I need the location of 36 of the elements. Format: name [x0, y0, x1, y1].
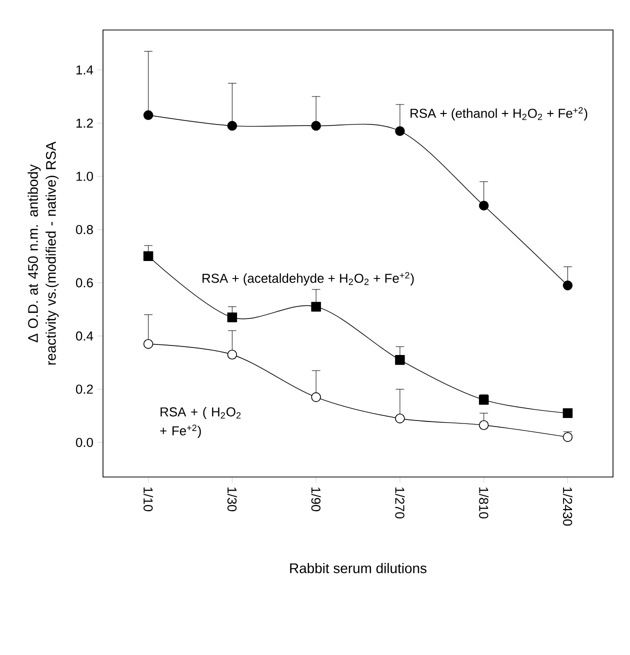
point: [395, 414, 405, 424]
point: [227, 120, 238, 131]
y-tick-label: 0.0: [76, 438, 93, 447]
x-tick-label: 1/30: [227, 488, 237, 512]
y-tick-label: 0.4: [76, 331, 94, 341]
point: [143, 339, 154, 349]
y-tick-label: 1.0: [76, 172, 93, 181]
point: [562, 280, 573, 290]
point: [227, 312, 238, 322]
y-tick-label: 0.8: [76, 224, 93, 234]
point: [395, 355, 405, 365]
point: [478, 394, 489, 405]
point: [143, 110, 154, 120]
point: [395, 126, 405, 136]
point: [227, 350, 238, 360]
x-axis-title: Rabbit serum dilutions: [290, 562, 426, 574]
y-tick-label: 0.2: [76, 384, 93, 394]
text: RSA + ( H$_{2}$O$_{2}$ + Fe$^{+2}$): [160, 406, 241, 438]
series-label: RSA + (acetaldehyde + H$_{2}$O$_{2}$ + Fe$^{+2}$): [202, 272, 414, 286]
point: [478, 200, 489, 210]
point: [478, 420, 489, 430]
x-tick-label: 1/270: [395, 488, 405, 518]
y-tick-label: 0.6: [76, 278, 93, 288]
y-axis-title: Δ O.D. at 450 n.m. antibody reactivity vs.(modified - native) RSA: [28, 142, 59, 365]
point: [562, 408, 573, 418]
x-tick-label: 1/810: [479, 488, 489, 518]
point: [311, 392, 321, 402]
x-tick-label: 1/90: [311, 488, 321, 512]
point: [311, 120, 321, 131]
series-label: RSA + (ethanol + H$_{2}$O$_{2}$ + Fe$^{+2}$): [410, 107, 588, 120]
point: [311, 302, 321, 312]
y-tick-label: 1.2: [76, 118, 93, 128]
point: [143, 251, 154, 262]
x-tick-label: 1/10: [144, 488, 154, 512]
y-tick-label: 1.4: [76, 65, 94, 74]
x-tick-label: 1/2430: [562, 488, 572, 526]
